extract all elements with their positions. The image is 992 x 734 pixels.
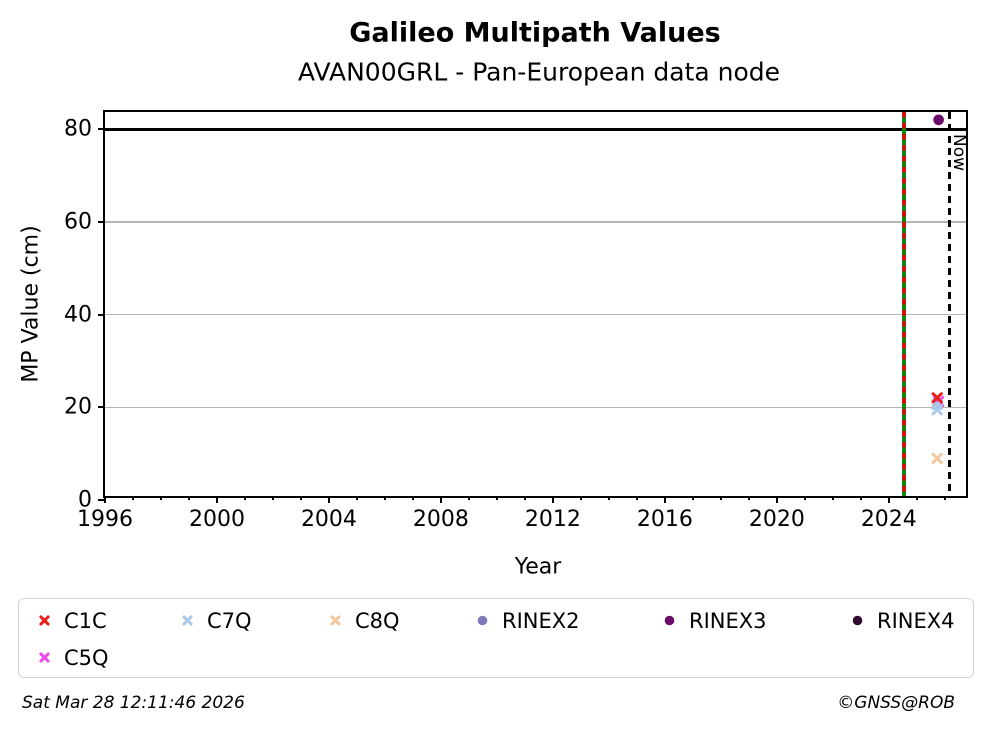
x-minor-tick-2019 — [747, 496, 750, 500]
x-minor-tick-2018 — [719, 496, 722, 500]
grid-layer — [105, 112, 966, 496]
legend-label-C1C: C1C — [64, 608, 107, 633]
legend-label-RINEX2: RINEX2 — [502, 608, 580, 633]
x-minor-tick-2013 — [579, 496, 582, 500]
now-line — [948, 112, 951, 496]
x-minor-tick-2026 — [943, 496, 946, 500]
gridline-y-40 — [105, 313, 966, 316]
x-tick-label-2008: 2008 — [412, 507, 469, 532]
x-major-tick-2016 — [663, 496, 666, 503]
footer-credit: ©GNSS@ROB — [837, 693, 955, 713]
x-minor-tick-2005 — [355, 496, 358, 500]
x-minor-tick-1998 — [159, 496, 162, 500]
x-minor-tick-2006 — [383, 496, 386, 500]
event-line — [902, 112, 906, 496]
x-minor-tick-2017 — [691, 496, 694, 500]
x-major-tick-2012 — [551, 496, 554, 503]
gridline-y-20 — [105, 406, 966, 409]
y-tick-40 — [98, 313, 105, 316]
x-tick-label-2012: 2012 — [524, 507, 581, 532]
x-minor-tick-2011 — [523, 496, 526, 500]
footer-timestamp: Sat Mar 28 12:11:46 2026 — [22, 693, 245, 713]
legend-item-C5Q: C5Q — [19, 646, 162, 670]
chart-title: Galileo Multipath Values — [349, 17, 721, 49]
legend-item-C8Q: C8Q — [310, 609, 457, 633]
point-RINEX3-0 — [933, 114, 944, 126]
legend-marker-RINEX2-icon — [477, 615, 488, 626]
x-minor-tick-1999 — [187, 496, 190, 500]
y-tick-label-20: 20 — [64, 394, 92, 420]
legend-item-RINEX4: RINEX4 — [832, 609, 973, 633]
legend-label-C8Q: C8Q — [355, 608, 400, 633]
x-tick-label-2024: 2024 — [860, 507, 917, 532]
legend-marker-RINEX4-icon — [852, 615, 863, 626]
reference-lines-layer — [105, 112, 966, 496]
y-tick-60 — [98, 220, 105, 223]
data-points-layer — [931, 114, 945, 465]
x-minor-tick-2002 — [271, 496, 274, 500]
legend-item-RINEX2: RINEX2 — [457, 609, 644, 633]
x-axis-label: Year — [514, 554, 562, 580]
x-major-tick-2024 — [887, 496, 890, 503]
legend-item-C7Q: C7Q — [162, 609, 310, 633]
cutoff-line — [105, 127, 966, 131]
x-minor-tick-2009 — [467, 496, 470, 500]
legend-marker-C5Q-icon — [39, 652, 50, 663]
x-minor-tick-2025 — [915, 496, 918, 500]
legend-item-RINEX3: RINEX3 — [644, 609, 832, 633]
y-tick-label-40: 40 — [64, 302, 92, 328]
legend-label-RINEX3: RINEX3 — [689, 608, 767, 633]
x-minor-tick-2010 — [495, 496, 498, 500]
legend-marker-C1C-icon — [39, 615, 50, 626]
x-tick-label-2016: 2016 — [636, 507, 693, 532]
gridline-y-60 — [105, 221, 966, 223]
point-C8Q-0 — [931, 452, 943, 465]
y-tick-0 — [98, 499, 105, 501]
x-minor-tick-2022 — [831, 496, 834, 500]
y-tick-label-80: 80 — [64, 116, 92, 142]
now-line-label: Now — [949, 134, 969, 172]
x-major-tick-2020 — [775, 496, 778, 503]
x-minor-tick-1997 — [131, 496, 134, 500]
legend-marker-C8Q-icon — [330, 615, 341, 626]
x-tick-label-1996: 1996 — [77, 507, 133, 532]
x-tick-label-2020: 2020 — [748, 507, 805, 532]
legend-item-C1C: C1C — [19, 609, 162, 633]
x-minor-tick-2015 — [635, 496, 638, 500]
legend-marker-C7Q-icon — [182, 615, 193, 626]
x-major-tick-2004 — [327, 496, 330, 503]
x-minor-tick-2021 — [803, 496, 806, 500]
x-major-tick-2008 — [439, 496, 442, 503]
y-tick-label-60: 60 — [64, 209, 92, 235]
x-minor-tick-2014 — [607, 496, 610, 500]
x-minor-tick-2007 — [411, 496, 414, 500]
x-minor-tick-2003 — [299, 496, 302, 500]
y-axis-label: MP Value (cm) — [18, 225, 44, 383]
x-minor-tick-2023 — [859, 496, 862, 500]
x-tick-label-2000: 2000 — [188, 507, 245, 532]
x-tick-label-2004: 2004 — [300, 507, 357, 532]
x-major-tick-2000 — [215, 496, 218, 503]
x-minor-tick-2001 — [243, 496, 246, 500]
legend: C1C C7Q C8Q RINEX2 RINEX3 RINEX4 C5Q — [18, 598, 974, 678]
axis-ticks-layer: 1996 2000 2004 2008 2012 2016 2020 2024 0 20 40 60 8… — [64, 112, 966, 532]
point-C1C-0 — [931, 392, 943, 404]
plot-area: 1996 2000 2004 2008 2012 2016 2020 2024 0 20 40 60 8… — [64, 110, 968, 532]
y-tick-20 — [98, 406, 105, 409]
y-tick-80 — [98, 128, 105, 131]
chart-subtitle: AVAN00GRL - Pan-European data node — [297, 57, 781, 87]
x-major-tick-1996 — [104, 496, 106, 503]
point-C7Q-1 — [931, 404, 943, 416]
legend-label-RINEX4: RINEX4 — [877, 608, 955, 633]
y-tick-label-0: 0 — [78, 487, 92, 513]
legend-marker-RINEX3-icon — [664, 615, 675, 626]
legend-label-C7Q: C7Q — [207, 608, 252, 633]
legend-label-C5Q: C5Q — [64, 645, 109, 670]
